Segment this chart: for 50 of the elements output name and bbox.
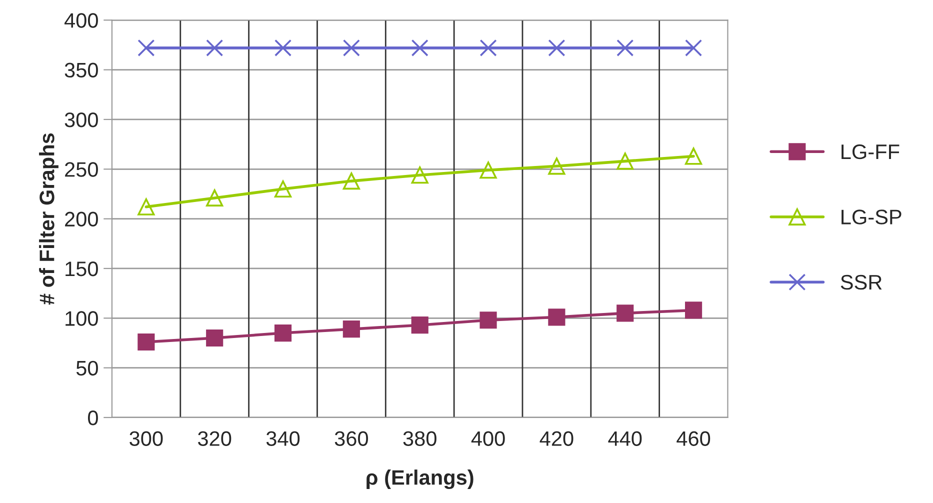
point [342, 172, 360, 190]
point [342, 39, 360, 56]
y-tick-label: 50 [76, 360, 98, 376]
point [548, 158, 566, 175]
point [548, 39, 566, 56]
y-axis-title: # of Filter Graphs [39, 133, 58, 305]
y-tick-label: 200 [65, 212, 98, 227]
point [684, 148, 702, 165]
y-tick-label: 100 [66, 311, 98, 326]
point [411, 166, 428, 184]
x-tick-label: 420 [540, 431, 574, 446]
point [480, 162, 497, 179]
x-tick-label: 360 [334, 431, 368, 446]
point [274, 324, 292, 342]
y-tick-label: 400 [64, 13, 98, 28]
x-tick-label: 300 [130, 431, 163, 446]
x-tick-label: 340 [266, 431, 300, 446]
point [411, 316, 428, 334]
point [342, 320, 360, 338]
point [684, 39, 702, 56]
legend-label: SSR [840, 274, 882, 290]
point [206, 39, 224, 56]
point [480, 39, 497, 56]
y-tick-label: 0 [88, 410, 98, 426]
point [616, 304, 634, 322]
x-tick-label: 400 [471, 431, 505, 446]
point [411, 39, 428, 56]
point [138, 39, 155, 56]
point [684, 302, 702, 319]
point [480, 312, 497, 329]
point [616, 152, 634, 170]
x-tick-label: 380 [403, 431, 436, 446]
point [616, 39, 634, 56]
point [274, 180, 292, 198]
point [206, 329, 224, 347]
point [138, 198, 155, 216]
point [206, 189, 224, 206]
point [548, 308, 566, 326]
y-tick-label: 350 [64, 62, 98, 78]
x-tick-label: 320 [198, 431, 232, 446]
legend-label: LG-SP [842, 210, 902, 224]
x-tick-label: 460 [676, 431, 710, 446]
point [138, 333, 155, 351]
x-axis-title: ρ (Erlangs) [366, 470, 474, 490]
x-tick-label: 440 [608, 431, 642, 446]
y-tick-label: 150 [66, 261, 98, 276]
y-tick-label: 300 [64, 112, 98, 128]
y-tick-label: 250 [65, 162, 98, 177]
point [274, 39, 292, 56]
legend-label: LG-FF [842, 144, 900, 160]
